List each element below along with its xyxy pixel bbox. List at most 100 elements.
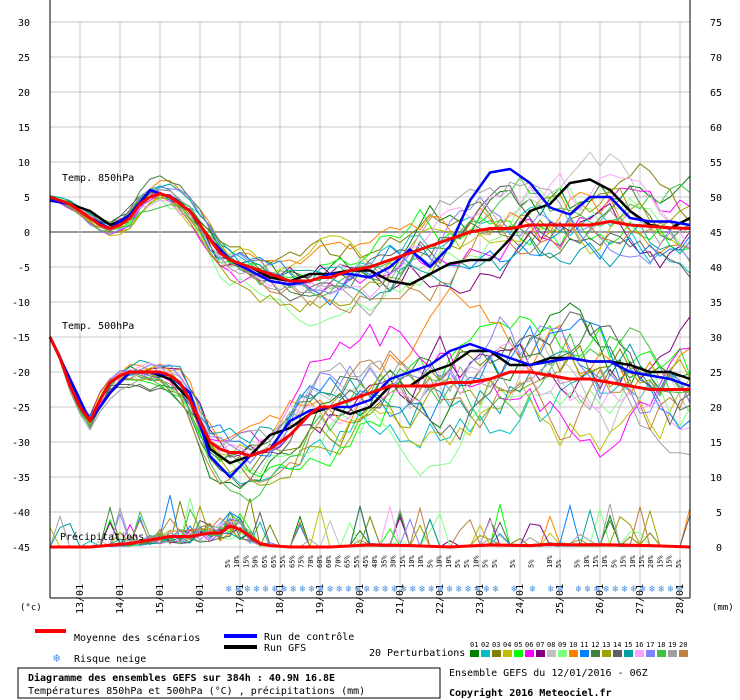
snow-risk-percent: 15%	[666, 555, 674, 568]
snowflake-icon: ❄	[585, 584, 592, 595]
right-tick-label: 15	[710, 438, 722, 449]
perturbation-17-t850-line	[49, 186, 691, 294]
perturbation-swatch	[657, 650, 666, 657]
perturbation-swatch	[569, 650, 578, 657]
snowflake-icon: ❄	[576, 584, 583, 595]
snowflake-icon: ❄	[631, 584, 638, 595]
snow-risk-percent: 5%	[482, 559, 490, 568]
snow-risk-percent: 65%	[344, 555, 352, 568]
x-tick-label: 15/01	[155, 584, 166, 614]
snow-risk-percent: 15%	[399, 555, 407, 568]
left-tick-label: -30	[12, 438, 30, 449]
perturbation-id-label: 20	[679, 641, 687, 649]
perturbation-05-t500-line	[49, 315, 691, 478]
perturbation-swatch	[635, 650, 644, 657]
perturbation-17-t500-line	[49, 316, 691, 465]
perturbation-04-t850-line	[49, 197, 691, 276]
perturbation-id-label: 18	[657, 641, 665, 649]
perturbation-10-t850-line	[49, 179, 691, 265]
snowflake-icon: ❄	[649, 584, 656, 595]
perturbation-id-label: 15	[624, 641, 632, 649]
snow-risk-percent: 10%	[583, 555, 591, 568]
snow-risk-percent: 55%	[279, 555, 287, 568]
perturbation-id-label: 13	[602, 641, 610, 649]
perturbation-16-t850-line	[49, 171, 691, 299]
mean500-line	[48, 336, 690, 458]
perturbation-swatch	[602, 650, 611, 657]
perturbation-swatch	[503, 650, 512, 657]
left-tick-label: 10	[18, 158, 30, 169]
snowflake-icon: ❄	[281, 584, 288, 595]
left-tick-label: -40	[12, 508, 30, 519]
x-tick-label: 18/01	[275, 584, 286, 614]
left-tick-label: 30	[18, 18, 30, 29]
perturbation-swatch	[470, 650, 479, 657]
x-tick-label: 23/01	[475, 584, 486, 614]
perturbation-swatch	[514, 650, 523, 657]
snowflake-icon: ❄	[474, 584, 481, 595]
perturbation-20-t500-line	[49, 336, 691, 486]
right-axis-unit: (mm)	[712, 603, 734, 613]
perturbation-12-t500-line	[49, 321, 691, 461]
snowflake-icon: ❄	[226, 584, 233, 595]
snowflake-icon: ❄	[300, 584, 307, 595]
snowflake-icon: ❄	[658, 584, 665, 595]
perturbation-03-t500-line	[49, 335, 691, 473]
x-tick-label: 25/01	[555, 584, 566, 614]
snow-risk-percent: 40%	[371, 555, 379, 568]
legend-control-label: Run de contrôle	[264, 631, 354, 643]
snowflake-icon: ❄	[392, 584, 399, 595]
run-info: Ensemble GEFS du 12/01/2016 - 06Z	[449, 668, 648, 679]
snow-risk-percent: 5%	[509, 559, 517, 568]
x-tick-label: 21/01	[395, 584, 406, 614]
perturbation-swatch	[591, 650, 600, 657]
snowflake-icon: ❄	[465, 584, 472, 595]
snowflake-icon: ❄	[493, 584, 500, 595]
perturbation-id-label: 06	[525, 641, 533, 649]
snowflake-icon: ❄	[355, 584, 362, 595]
right-tick-label: 55	[710, 158, 722, 169]
perturbation-id-label: 10	[569, 641, 577, 649]
snow-risk-percent: 10%	[629, 555, 637, 568]
snow-risk-percent: 15%	[638, 555, 646, 568]
snow-risk-percent: 5%	[224, 559, 232, 568]
panel-label-t500: Temp. 500hPa	[62, 321, 134, 332]
snow-risk-percent: 65%	[270, 555, 278, 568]
x-tick-label: 24/01	[515, 584, 526, 614]
snow-risk-percent: 15%	[620, 555, 628, 568]
x-tick-label: 22/01	[435, 584, 446, 614]
perturbation-06-t500-line	[49, 323, 691, 458]
snowflake-icon: ❄	[668, 584, 675, 595]
legend-snow-label: Risque neige	[74, 654, 146, 665]
legend-mean-label: Moyenne des scénarios	[74, 632, 200, 644]
perturbation-19-t850-line	[49, 181, 691, 317]
snowflake-icon: ❄	[530, 584, 537, 595]
snow-risk-percent: 15%	[656, 555, 664, 568]
snowflake-icon: ❄	[254, 584, 261, 595]
perturbation-06-t850-line	[49, 187, 691, 295]
snowflake-icon: ❄	[612, 584, 619, 595]
perturbation-id-label: 09	[558, 641, 566, 649]
snow-risk-percent: 75%	[298, 555, 306, 568]
snowflake-icon: ❄	[318, 584, 325, 595]
x-tick-label: 14/01	[115, 584, 126, 614]
mean850-line	[49, 192, 691, 283]
right-tick-label: 5	[716, 508, 722, 519]
right-tick-label: 20	[710, 403, 722, 414]
perturbation-lines	[49, 151, 691, 548]
right-tick-label: 40	[710, 263, 722, 274]
grid	[50, 21, 690, 595]
perturbation-swatch	[679, 650, 688, 657]
snow-risk-percent: 55%	[353, 555, 361, 568]
perturbation-swatch	[536, 650, 545, 657]
perturbation-id-label: 07	[536, 641, 544, 649]
title-box	[17, 667, 441, 699]
x-tick-label: 17/01	[235, 584, 246, 614]
snowflake-icon: ❄	[548, 584, 555, 595]
perturbation-id-label: 01	[470, 641, 478, 649]
perturbation-id-label: 03	[492, 641, 500, 649]
snow-risk-percent: 10%	[417, 555, 425, 568]
perturbation-15-t500-line	[49, 338, 691, 444]
snow-risk-percent: 45%	[362, 555, 370, 568]
snowflake-icon: ❄	[263, 584, 270, 595]
